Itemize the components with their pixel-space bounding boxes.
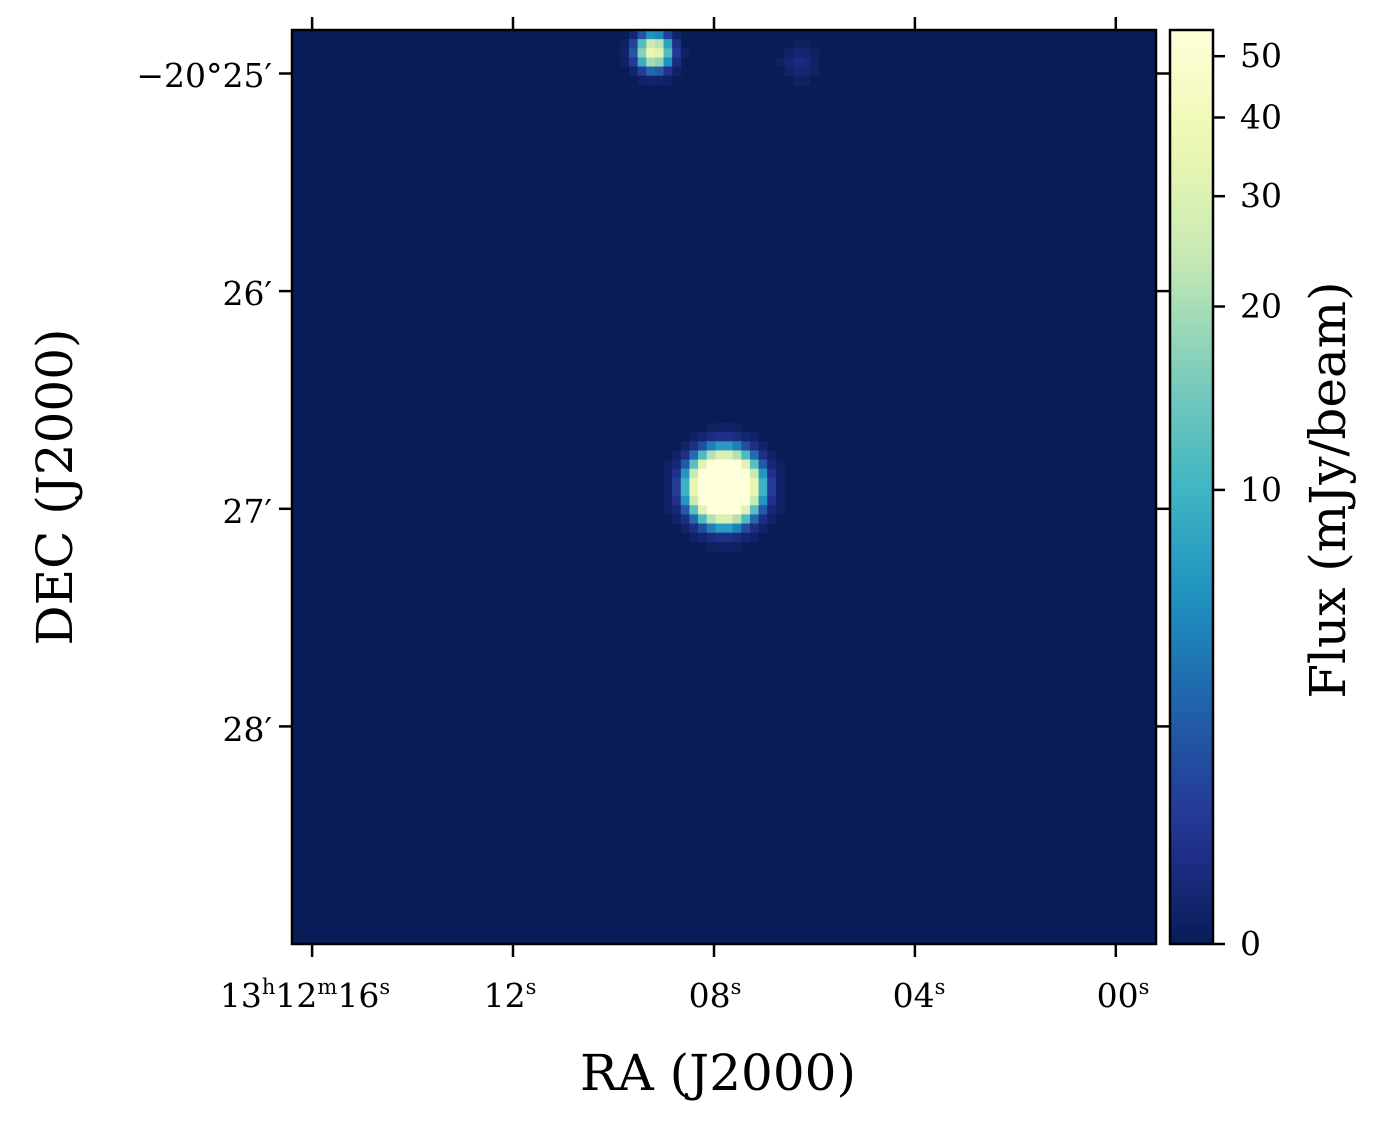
x-tick-label-3: 04s [893, 975, 946, 1015]
x-tick-label-1: 12s [484, 975, 537, 1015]
x-ticks-bottom [310, 944, 1118, 957]
colorbar-tick-label-1: 10 [1240, 470, 1282, 509]
y-axis-title: DEC (J2000) [26, 328, 84, 645]
colorbar-fill [1170, 30, 1213, 944]
colorbar-tick-label-0: 0 [1240, 924, 1261, 963]
x-tick-label-2: 08s [689, 975, 742, 1015]
x-tick-label-0: 13h12m16s [220, 975, 390, 1015]
colorbar-title: Flux (mJy/beam) [1299, 281, 1357, 698]
image-frame [290, 28, 1158, 946]
colorbar: 0 10 20 30 40 50 Flux (mJy/beam) [1168, 28, 1357, 963]
colorbar-tick-label-3: 30 [1240, 176, 1282, 215]
colorbar-tick-label-4: 40 [1240, 98, 1282, 137]
colorbar-ticks: 0 10 20 30 40 50 [1213, 36, 1282, 963]
image-panel [279, 17, 1169, 957]
y-tick-label-3: 28′ [223, 710, 272, 749]
y-tick-label-1: 26′ [223, 274, 272, 313]
y-tick-label-2: 27′ [223, 492, 272, 531]
x-ticks-top [310, 17, 1118, 30]
colorbar-tick-label-5: 50 [1240, 36, 1282, 75]
x-tick-label-4: 00s [1097, 975, 1150, 1015]
pixel-layer [620, 30, 820, 552]
x-tick-labels: 13h12m16s 12s 08s 04s 00s [220, 975, 1150, 1015]
y-ticks [279, 72, 1169, 728]
y-tick-label-0: −20°25′ [136, 56, 272, 95]
colorbar-frame [1168, 28, 1215, 946]
x-axis-title: RA (J2000) [580, 1044, 856, 1102]
colorbar-tick-label-2: 20 [1240, 287, 1282, 326]
y-tick-labels: −20°25′ 26′ 27′ 28′ [136, 56, 272, 749]
